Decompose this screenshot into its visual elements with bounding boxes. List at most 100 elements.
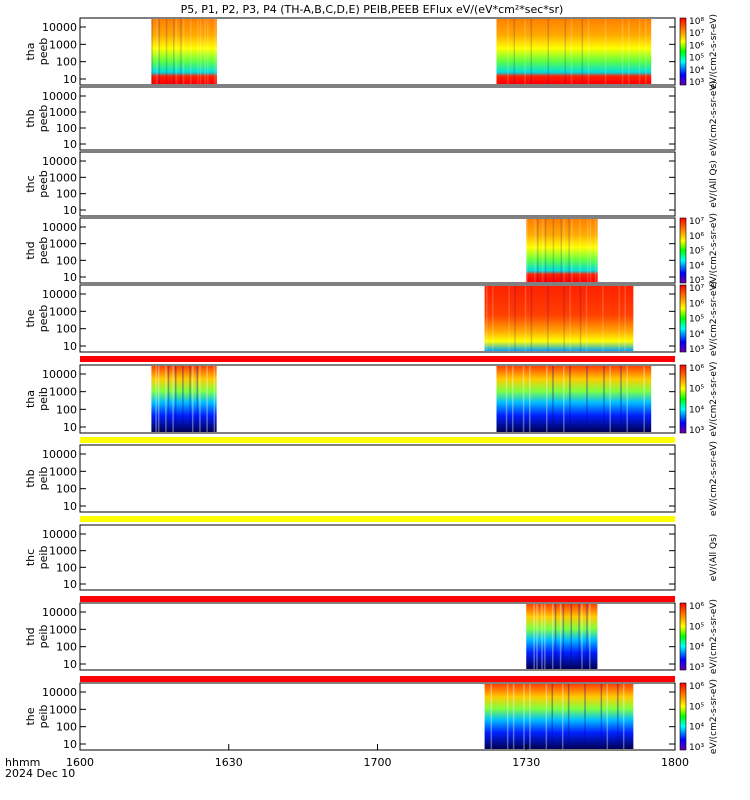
spectrogram-stripe [545, 684, 548, 749]
spectrogram-stripe [541, 219, 544, 282]
spectrogram-stripe [526, 219, 528, 282]
colorbar-label: eV/(All Qs) [709, 534, 719, 582]
colorbar-tick-label: 10³ [689, 345, 704, 355]
y-axis-label-probe: the [24, 309, 37, 327]
spectrogram-band [496, 19, 652, 84]
y-axis-label-probe: tha [24, 42, 37, 60]
y-tick-label: 10000 [42, 528, 77, 541]
spectrogram-stripe [522, 366, 525, 432]
y-tick-label: 10 [63, 500, 77, 513]
y-tick-label: 1000 [49, 171, 77, 184]
spectrogram-stripe [486, 286, 488, 351]
colorbar [679, 364, 687, 434]
spectrogram-stripe [492, 286, 494, 351]
spectrogram-stripe [581, 604, 583, 669]
spectrogram-stripe [609, 366, 611, 432]
colorbar-label: eV/(cm2-s-sr-eV) [709, 81, 719, 156]
spectrogram-stripe [196, 366, 199, 432]
y-axis-label-product: peeb [37, 38, 50, 66]
panel-frame [79, 151, 676, 217]
colorbar-label: eV/(cm2-s-sr-eV) [709, 679, 719, 754]
spectrogram-stripe [180, 19, 182, 84]
y-tick-label: 1000 [49, 465, 77, 478]
y-tick-label: 1000 [49, 305, 77, 318]
spectrogram-stripe [204, 19, 206, 84]
spectrogram-band [484, 286, 634, 351]
spectrogram-stripe [214, 19, 216, 84]
figure-title: P5, P1, P2, P3, P4 (TH-A,B,C,D,E) PEIB,P… [181, 3, 564, 16]
spectrogram-stripe [560, 219, 563, 282]
spectrogram-stripe [586, 604, 588, 669]
spectrogram-band [526, 219, 598, 282]
colorbar-tick-label: 10⁵ [689, 702, 704, 712]
y-axis-label-product: peeb [37, 237, 50, 265]
x-tick-label: 1630 [215, 756, 243, 769]
y-axis-label-product: peib [37, 625, 50, 649]
spectrogram-stripe [524, 19, 526, 84]
spectrogram-stripe [513, 19, 516, 84]
colorbar-tick-label: 10⁴ [689, 330, 704, 340]
spectrogram-stripe [182, 19, 185, 84]
colorbar [679, 284, 687, 353]
colorbar-tick-label: 10³ [689, 743, 704, 753]
y-tick-label: 10000 [42, 90, 77, 103]
spectrogram-stripe [552, 366, 554, 432]
x-tick-label: 1800 [661, 756, 689, 769]
spectrogram-stripe [167, 366, 170, 432]
spectrogram-stripe [578, 604, 580, 669]
time-axis-label-date: 2024 Dec 10 [5, 767, 75, 780]
spectrogram-stripe [596, 604, 599, 669]
status-bar [80, 596, 675, 602]
y-tick-label: 100 [56, 323, 77, 336]
colorbar-tick-label: 10⁵ [689, 622, 704, 632]
spectrogram-stripe [216, 366, 218, 432]
spectrogram-stripe [552, 219, 555, 282]
colorbar-tick-label: 10⁶ [689, 41, 704, 51]
y-tick-label: 10 [63, 138, 77, 151]
panel-frame [79, 86, 676, 151]
spectrogram-stripe [645, 19, 647, 84]
y-tick-label: 1000 [49, 106, 77, 119]
spectrogram-stripe [568, 219, 570, 282]
spectrogram-stripe [559, 604, 562, 669]
panel-tha-peib: 10000 1000 100 10 tha peib 10⁶ 10⁵ 10⁴ 10³ eV/(cm2… [24, 361, 719, 436]
spectrogram-stripe [530, 286, 533, 351]
y-axis-label-probe: tha [24, 390, 37, 408]
y-axis-label-probe: thd [24, 627, 37, 645]
spectrogram-stripe [172, 366, 174, 432]
spectrogram-stripe [182, 366, 184, 432]
spectrogram-stripe [585, 286, 588, 351]
spectrogram-stripe [579, 286, 582, 351]
spectrogram-stripe [589, 604, 591, 669]
spectrogram-stripe [529, 684, 531, 749]
x-tick-label: 1730 [512, 756, 540, 769]
status-bar-stack [80, 356, 675, 682]
colorbar-tick-label: 10⁶ [689, 299, 704, 309]
time-axis: 1600 1630 1700 1730 1800 [66, 744, 689, 769]
y-tick-label: 1000 [49, 386, 77, 399]
spectrogram-band [526, 604, 598, 669]
y-axis-label-probe: the [24, 707, 37, 725]
y-tick-label: 1000 [49, 238, 77, 251]
spectrogram-stripe [533, 604, 535, 669]
spectrogram-stripe [165, 366, 167, 432]
panel-tha-peeb: 10000 1000 100 10 tha peeb 10⁸ 10⁷ 10⁶ 10⁵ 10⁴ 10³ e… [24, 14, 719, 89]
spectrogram-stripe [600, 684, 603, 749]
y-axis-label-product: peib [37, 387, 50, 411]
y-axis-label-probe: thc [24, 175, 37, 192]
status-bar [80, 356, 675, 362]
y-tick-label: 1000 [49, 623, 77, 636]
panel-the-peib: 10000 1000 100 10 the peib 10⁶ 10⁵ 10⁴ 10³ eV/(cm2… [24, 679, 719, 754]
spectrogram-stripe [199, 19, 202, 84]
spectrogram-stripe [165, 19, 168, 84]
spectrogram-stripe [511, 366, 514, 432]
spectrogram-stripe [618, 286, 620, 351]
spectrogram-stripe [571, 219, 573, 282]
spectrogram-stripe [506, 684, 509, 749]
y-tick-label: 100 [56, 122, 77, 135]
spectrogram-stripe [541, 604, 543, 669]
colorbar-label: eV/(cm2-s-sr-eV) [709, 599, 719, 674]
spectrogram-stripe [207, 19, 209, 84]
spectrogram-stripe [589, 219, 592, 282]
x-tick-label: 1700 [364, 756, 392, 769]
